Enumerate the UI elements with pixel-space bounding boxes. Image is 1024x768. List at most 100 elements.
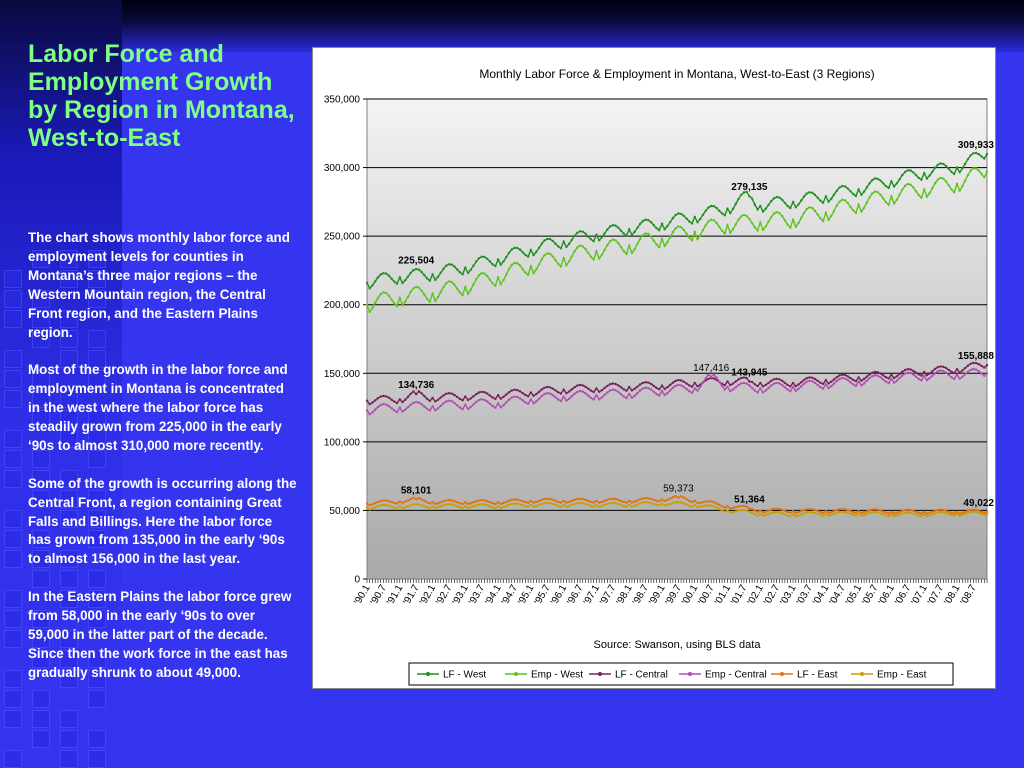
data-point (786, 388, 789, 391)
data-point (756, 510, 759, 513)
data-point (431, 273, 434, 276)
data-point (843, 199, 847, 202)
decorative-square (4, 630, 22, 648)
data-point (824, 512, 828, 516)
x-tick-label: '99.7 (664, 583, 684, 607)
data-point (587, 387, 590, 390)
data-point (791, 385, 795, 389)
data-point (947, 510, 950, 513)
data-point (521, 504, 524, 507)
data-point (382, 499, 385, 502)
data-point (455, 268, 459, 271)
decorative-square (32, 610, 50, 628)
data-point (663, 244, 666, 248)
data-point (669, 497, 672, 500)
data-point (786, 204, 789, 208)
data-point (548, 502, 552, 505)
data-point (368, 508, 371, 511)
data-point (920, 178, 923, 181)
data-point (983, 157, 986, 160)
data-point (865, 512, 868, 516)
data-point (584, 502, 587, 506)
data-point (789, 226, 792, 229)
data-point (496, 276, 500, 279)
data-point (674, 384, 677, 387)
data-point (764, 207, 767, 210)
data-point (745, 376, 748, 380)
data-point (576, 497, 579, 501)
data-point (371, 503, 374, 506)
data-label: 49,022 (963, 498, 994, 509)
data-point (505, 500, 508, 504)
data-point (750, 507, 754, 511)
data-point (513, 388, 516, 391)
data-point (898, 510, 901, 513)
data-point (679, 212, 683, 216)
data-point (398, 276, 401, 279)
data-point (909, 368, 912, 371)
data-point (548, 392, 552, 395)
data-point (480, 390, 483, 393)
data-point (395, 304, 399, 308)
data-point (966, 511, 970, 514)
data-point (622, 232, 625, 235)
data-point (445, 282, 448, 285)
data-point (761, 210, 765, 213)
data-point (696, 501, 699, 505)
data-point (644, 218, 647, 221)
data-point (868, 182, 871, 185)
data-point (835, 511, 838, 514)
data-point (660, 502, 664, 505)
data-point (376, 397, 380, 400)
data-point (559, 265, 563, 268)
data-point (895, 182, 899, 185)
data-point (636, 226, 639, 230)
slide-background-top-band (122, 0, 1024, 52)
data-point (578, 383, 582, 387)
data-point (953, 377, 956, 381)
data-point (811, 191, 814, 194)
data-point (699, 234, 702, 237)
data-point (862, 511, 866, 514)
data-point (469, 506, 472, 509)
data-point (944, 164, 948, 168)
data-point (595, 503, 598, 507)
data-point (439, 501, 442, 504)
data-point (794, 225, 797, 228)
data-point (379, 499, 382, 503)
data-point (565, 399, 568, 402)
data-point (365, 399, 369, 402)
data-point (562, 256, 565, 260)
x-axis-label: Source: Swanson, using BLS data (594, 639, 762, 651)
data-point (532, 402, 535, 405)
data-point (521, 399, 524, 402)
data-point (502, 404, 505, 407)
data-point (439, 505, 442, 508)
data-point (393, 280, 396, 283)
data-point (384, 272, 388, 275)
data-point (977, 370, 980, 373)
data-point (923, 513, 926, 516)
data-point (819, 199, 822, 202)
data-point (614, 239, 617, 242)
data-point (895, 514, 899, 517)
data-point (895, 379, 899, 382)
decorative-square (32, 530, 50, 548)
data-point (638, 237, 642, 241)
data-point (431, 292, 434, 295)
data-point (718, 225, 721, 229)
data-point (832, 512, 836, 516)
data-point (742, 381, 746, 385)
data-point (838, 510, 841, 514)
data-point (748, 507, 751, 510)
data-point (813, 193, 817, 196)
data-point (600, 389, 604, 392)
data-point (811, 380, 814, 383)
data-point (401, 506, 404, 510)
data-point (570, 388, 573, 391)
data-point (483, 272, 486, 275)
data-point (540, 394, 543, 398)
data-point (368, 310, 371, 314)
data-point (813, 381, 817, 384)
decorative-square (60, 310, 78, 328)
